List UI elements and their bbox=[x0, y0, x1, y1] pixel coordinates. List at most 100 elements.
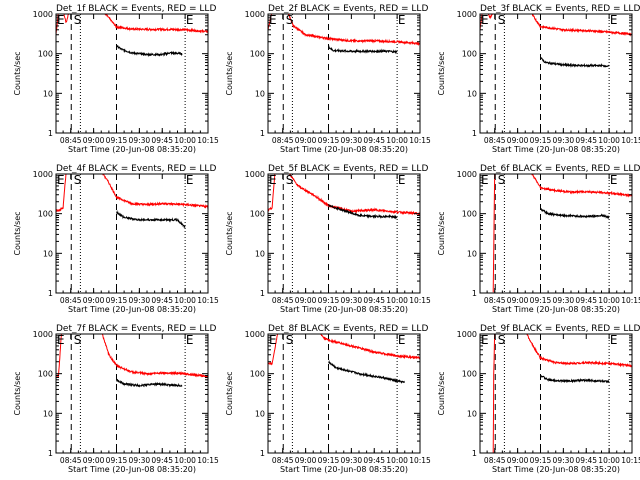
x-axis-label: Start Time (20-Jun-08 08:35:20) bbox=[68, 305, 196, 314]
panel-title: Det_1f BLACK = Events, RED = LLD bbox=[56, 4, 216, 14]
x-tick-label: 10:15 bbox=[409, 456, 431, 465]
x-tick-label: 10:00 bbox=[598, 296, 620, 305]
x-tick-label: 09:15 bbox=[318, 296, 340, 305]
lld-series-line bbox=[268, 334, 420, 366]
y-tick-label: 100 bbox=[250, 370, 265, 379]
x-tick-label: 09:45 bbox=[575, 296, 597, 305]
x-tick-label: 09:15 bbox=[530, 456, 552, 465]
s-marker-label: S bbox=[286, 13, 294, 27]
y-tick-label: 100 bbox=[38, 50, 53, 59]
x-tick-label: 09:15 bbox=[530, 136, 552, 145]
x-tick-label: 09:30 bbox=[129, 136, 151, 145]
x-tick-label: 09:00 bbox=[83, 456, 105, 465]
events-series-line bbox=[116, 378, 183, 388]
x-tick-label: 09:15 bbox=[318, 456, 340, 465]
x-tick-label: 09:00 bbox=[83, 136, 105, 145]
x-tick-label: 10:15 bbox=[409, 296, 431, 305]
panel-title: Det_9f BLACK = Events, RED = LLD bbox=[480, 324, 640, 334]
y-tick-label: 1000 bbox=[33, 330, 53, 339]
plot-frame bbox=[55, 173, 209, 294]
x-tick-label: 09:45 bbox=[151, 456, 173, 465]
x-tick-label: 09:45 bbox=[151, 296, 173, 305]
y-tick-label: 1 bbox=[48, 449, 53, 458]
plot-frame bbox=[55, 333, 209, 454]
x-tick-label: 10:15 bbox=[621, 456, 640, 465]
x-tick-label: 09:30 bbox=[129, 296, 151, 305]
e-marker-label: E bbox=[269, 13, 277, 27]
y-tick-label: 1 bbox=[260, 129, 265, 138]
panel-title: Det_5f BLACK = Events, RED = LLD bbox=[268, 164, 428, 174]
e-marker-label: E bbox=[481, 13, 489, 27]
x-tick-label: 09:15 bbox=[530, 296, 552, 305]
x-tick-label: 08:45 bbox=[272, 136, 294, 145]
x-axis-label: Start Time (20-Jun-08 08:35:20) bbox=[492, 145, 620, 154]
y-axis-label: Counts/sec bbox=[437, 211, 446, 255]
events-series-line bbox=[328, 204, 398, 220]
x-tick-label: 08:45 bbox=[484, 456, 506, 465]
panel-title: Det_3f BLACK = Events, RED = LLD bbox=[480, 4, 640, 14]
y-axis-label: Counts/sec bbox=[437, 51, 446, 95]
x-tick-label: 09:45 bbox=[151, 136, 173, 145]
lld-series-line bbox=[492, 334, 632, 453]
lld-series-line bbox=[56, 174, 208, 213]
x-tick-label: 09:00 bbox=[507, 136, 529, 145]
e-marker-label: E bbox=[398, 333, 406, 347]
e-marker-label: E bbox=[186, 173, 194, 187]
x-axis-label: Start Time (20-Jun-08 08:35:20) bbox=[280, 305, 408, 314]
x-tick-label: 08:45 bbox=[484, 136, 506, 145]
x-tick-label: 09:30 bbox=[341, 296, 363, 305]
e-marker-label: E bbox=[481, 173, 489, 187]
s-marker-label: S bbox=[74, 13, 82, 27]
x-tick-label: 09:30 bbox=[129, 456, 151, 465]
panel-2: Det_2f BLACK = Events, RED = LLD 1 10 100 10… bbox=[225, 4, 431, 154]
panel-9: Det_9f BLACK = Events, RED = LLD 1 10 100 10… bbox=[437, 324, 640, 474]
y-tick-label: 10 bbox=[467, 89, 477, 98]
events-series-line bbox=[540, 207, 610, 220]
x-tick-label: 10:15 bbox=[409, 136, 431, 145]
y-tick-label: 10 bbox=[255, 89, 265, 98]
panel-1: Det_1f BLACK = Events, RED = LLD 1 10 100 10… bbox=[13, 4, 219, 154]
e-marker-label: E bbox=[610, 173, 618, 187]
events-series-line bbox=[116, 45, 183, 58]
x-tick-label: 08:45 bbox=[484, 296, 506, 305]
y-tick-label: 1000 bbox=[33, 10, 53, 19]
x-tick-label: 10:00 bbox=[598, 456, 620, 465]
x-axis-label: Start Time (20-Jun-08 08:35:20) bbox=[280, 465, 408, 474]
s-marker-label: S bbox=[74, 173, 82, 187]
e-marker-label: E bbox=[57, 13, 65, 27]
x-axis-label: Start Time (20-Jun-08 08:35:20) bbox=[280, 145, 408, 154]
lld-series-line bbox=[56, 14, 208, 35]
y-tick-label: 100 bbox=[38, 210, 53, 219]
y-tick-label: 100 bbox=[250, 50, 265, 59]
events-series-line bbox=[328, 359, 405, 384]
events-series-line bbox=[116, 209, 186, 229]
s-marker-label: S bbox=[74, 333, 82, 347]
y-tick-label: 100 bbox=[38, 370, 53, 379]
e-marker-label: E bbox=[269, 173, 277, 187]
plot-frame bbox=[267, 333, 421, 454]
y-tick-label: 1 bbox=[48, 289, 53, 298]
y-tick-label: 1 bbox=[48, 129, 53, 138]
x-tick-label: 10:00 bbox=[598, 136, 620, 145]
y-tick-label: 100 bbox=[250, 210, 265, 219]
x-tick-label: 10:15 bbox=[621, 296, 640, 305]
y-axis-label: Counts/sec bbox=[13, 51, 22, 95]
x-tick-label: 09:15 bbox=[106, 456, 128, 465]
s-marker-label: S bbox=[286, 173, 294, 187]
s-marker-label: S bbox=[286, 333, 294, 347]
y-tick-label: 100 bbox=[462, 210, 477, 219]
y-tick-label: 1000 bbox=[245, 170, 265, 179]
y-tick-label: 10 bbox=[467, 409, 477, 418]
panel-title: Det_2f BLACK = Events, RED = LLD bbox=[268, 4, 428, 14]
e-marker-label: E bbox=[398, 13, 406, 27]
panel-6: Det_6f BLACK = Events, RED = LLD 1 10 100 10… bbox=[437, 164, 640, 314]
x-axis-label: Start Time (20-Jun-08 08:35:20) bbox=[492, 465, 620, 474]
panel-title: Det_7f BLACK = Events, RED = LLD bbox=[56, 324, 216, 334]
e-marker-label: E bbox=[269, 333, 277, 347]
e-marker-label: E bbox=[186, 333, 194, 347]
x-tick-label: 09:45 bbox=[363, 296, 385, 305]
x-tick-label: 09:15 bbox=[106, 136, 128, 145]
x-tick-label: 10:00 bbox=[386, 456, 408, 465]
x-tick-label: 09:00 bbox=[507, 456, 529, 465]
